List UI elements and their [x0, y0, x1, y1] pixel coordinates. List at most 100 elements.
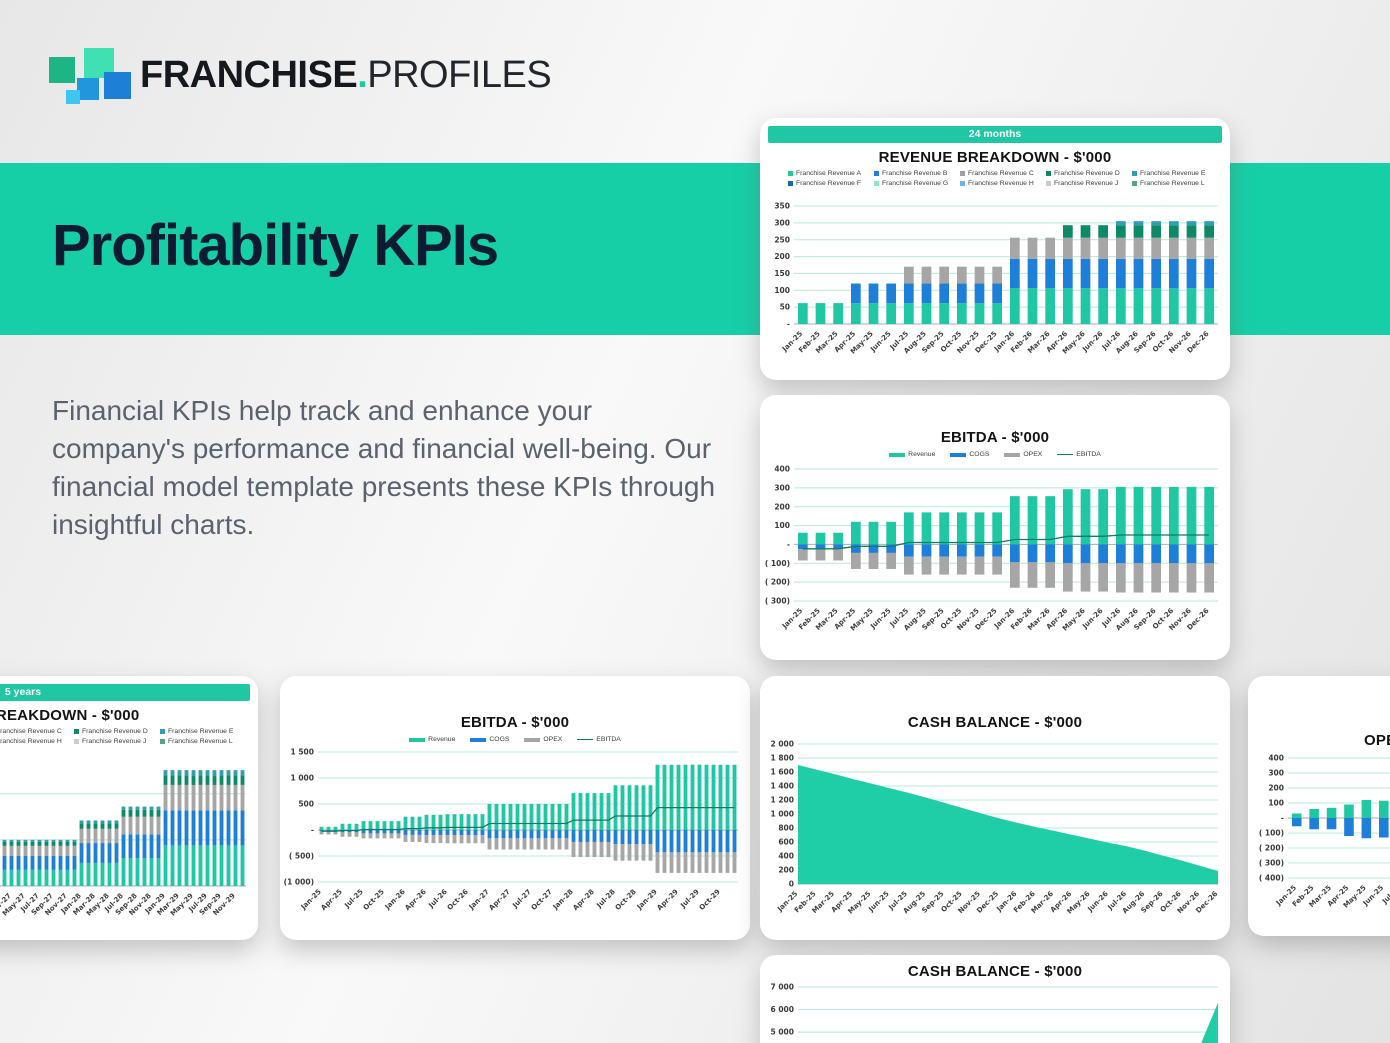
- svg-text:200: 200: [1268, 784, 1284, 793]
- legend-item: Franchise Revenue H: [960, 180, 1046, 187]
- card-cash-balance-24m: CASH BALANCE - $'000 2 000 1 800 1 600 1 40…: [760, 676, 1230, 940]
- svg-text:( 100): ( 100): [1259, 829, 1284, 838]
- svg-text:500: 500: [298, 800, 314, 809]
- svg-text:1 800: 1 800: [771, 754, 795, 763]
- svg-text:150: 150: [774, 269, 790, 278]
- svg-text:( 500): ( 500): [289, 852, 314, 861]
- svg-text:Apr-25: Apr-25: [319, 888, 344, 913]
- period-badge: 24 months: [768, 126, 1222, 143]
- page-description: Financial KPIs help track and enhance yo…: [52, 395, 716, 541]
- svg-text:200: 200: [778, 866, 794, 875]
- svg-text:-: -: [787, 540, 790, 549]
- card-revenue-breakdown-5y: 5 years REVENUE BREAKDOWN - $'000 Franch…: [0, 676, 258, 940]
- svg-text:Jan-28: Jan-28: [551, 888, 575, 912]
- brand-logo: FRANCHISE.PROFILES: [48, 46, 552, 104]
- svg-text:50: 50: [780, 303, 790, 312]
- svg-text:Oct-28: Oct-28: [614, 888, 638, 912]
- legend-item: Franchise Revenue D: [74, 728, 160, 735]
- svg-text:7 000: 7 000: [771, 983, 795, 992]
- legend-item: Franchise Revenue E: [1132, 170, 1218, 177]
- legend-item: Franchise Revenue L: [160, 738, 246, 745]
- chart-title: EBITDA - $'000: [460, 714, 570, 731]
- legend-item: Franchise Revenue F: [788, 180, 874, 187]
- chart-title: CASH BALANCE - $'000: [907, 714, 1083, 731]
- legend-item: OPEX: [524, 736, 562, 743]
- svg-text:1 000: 1 000: [771, 810, 795, 819]
- brand-name-light: PROFILES: [367, 53, 552, 96]
- chart-canvas: 350 300 250 200 150 100 50- Jan-25 Feb-25 Mar-25 A…: [764, 202, 1226, 374]
- svg-text:( 200): ( 200): [765, 578, 790, 587]
- svg-text:Oct-26: Oct-26: [446, 888, 470, 912]
- svg-text:200: 200: [774, 502, 790, 511]
- svg-text:Oct-29: Oct-29: [698, 888, 722, 912]
- svg-text:Apr-29: Apr-29: [655, 888, 680, 913]
- legend-item: Franchise Revenue C: [960, 170, 1046, 177]
- svg-text:300: 300: [774, 218, 790, 227]
- svg-text:Jan-25: Jan-25: [299, 888, 323, 912]
- chart-title: REVENUE BREAKDOWN - $'000: [878, 149, 1112, 166]
- svg-text:Jan-29: Jan-29: [635, 888, 659, 912]
- chart-canvas: 400 300 200 100-( 100)( 200)( 300)( 400) Jan…: [1252, 754, 1390, 930]
- legend-item: Revenue: [409, 736, 455, 743]
- legend-item: Franchise Revenue E: [160, 728, 246, 735]
- legend-item: Franchise Revenue H: [0, 738, 62, 745]
- svg-text:(1 000): (1 000): [284, 878, 314, 887]
- svg-text:Apr-28: Apr-28: [571, 888, 596, 913]
- chart-canvas: 1 500 1 000 500 - ( 500) (1 000) Jan-25 Apr-25 J…: [284, 748, 746, 934]
- legend-item: COGS: [950, 451, 989, 458]
- logo-squares-icon: [48, 46, 131, 104]
- svg-text:-: -: [1281, 814, 1284, 823]
- chart-canvas: 400 300 200 100-( 100)( 200)( 300) Jan-25 Feb…: [764, 465, 1226, 653]
- legend-item: COGS: [470, 736, 509, 743]
- svg-text:5 000: 5 000: [771, 1028, 795, 1037]
- legend-item: Revenue: [889, 451, 935, 458]
- svg-text:100: 100: [1268, 799, 1284, 808]
- svg-text:Apr-27: Apr-27: [487, 888, 512, 913]
- svg-text:1 600: 1 600: [771, 768, 795, 777]
- chart-title: REVENUE BREAKDOWN - $'000: [0, 707, 140, 724]
- svg-text:0: 0: [789, 880, 794, 889]
- legend-item: OPEX: [1004, 451, 1042, 458]
- svg-text:( 100): ( 100): [765, 559, 790, 568]
- card-revenue-breakdown-24m: 24 months REVENUE BREAKDOWN - $'000 Fran…: [760, 118, 1230, 380]
- brand-name-bold: FRANCHISE: [140, 53, 358, 96]
- card-operating-cut: OPE 400 300 200 100 - ( 100) ( 200) ( 300) ( 400…: [1248, 676, 1390, 936]
- svg-text:( 300): ( 300): [1259, 859, 1284, 868]
- svg-text:100: 100: [774, 521, 790, 530]
- svg-text:1 500: 1 500: [291, 748, 315, 757]
- svg-text:( 200): ( 200): [1259, 844, 1284, 853]
- brand-dot: .: [357, 53, 368, 96]
- legend-item: Franchise Revenue G: [874, 180, 960, 187]
- chart-legend: Revenue COGS OPEX EBITDA: [760, 451, 1230, 458]
- legend-item: Franchise Revenue D: [1046, 170, 1132, 177]
- legend-item: EBITDA: [1057, 451, 1101, 458]
- page-title: Profitability KPIs: [52, 213, 499, 278]
- chart-title: EBITDA - $'000: [940, 429, 1050, 446]
- svg-text:-: -: [311, 826, 314, 835]
- svg-text:1 200: 1 200: [771, 796, 795, 805]
- card-ebitda-5y: EBITDA - $'000 Revenue COGS OPEX EBITDA 1 5…: [280, 676, 750, 940]
- legend-item: Franchise Revenue C: [0, 728, 62, 735]
- svg-text:300: 300: [1268, 769, 1284, 778]
- legend-item: Franchise Revenue A: [788, 170, 874, 177]
- svg-text:400: 400: [774, 465, 790, 474]
- svg-text:800: 800: [778, 824, 794, 833]
- card-ebitda-24m: EBITDA - $'000 Revenue COGS OPEX EBITDA 400…: [760, 395, 1230, 660]
- svg-text:600: 600: [778, 838, 794, 847]
- svg-text:Jan-27: Jan-27: [467, 888, 491, 912]
- svg-text:1 400: 1 400: [771, 782, 795, 791]
- svg-text:100: 100: [774, 286, 790, 295]
- legend-item: EBITDA: [577, 736, 621, 743]
- period-badge: 5 years: [0, 684, 250, 701]
- chart-title: OPE: [1364, 732, 1390, 749]
- legend-item: Franchise Revenue J: [1046, 180, 1132, 187]
- chart-canvas: 2 000 1 800 1 600 1 400 1 200 1 000 800 600 400 2…: [764, 740, 1226, 934]
- legend-item: Franchise Revenue L: [1132, 180, 1218, 187]
- chart-legend: Revenue COGS OPEX EBITDA: [280, 736, 750, 743]
- svg-text:Oct-27: Oct-27: [530, 888, 554, 912]
- svg-text:6 000: 6 000: [771, 1005, 795, 1014]
